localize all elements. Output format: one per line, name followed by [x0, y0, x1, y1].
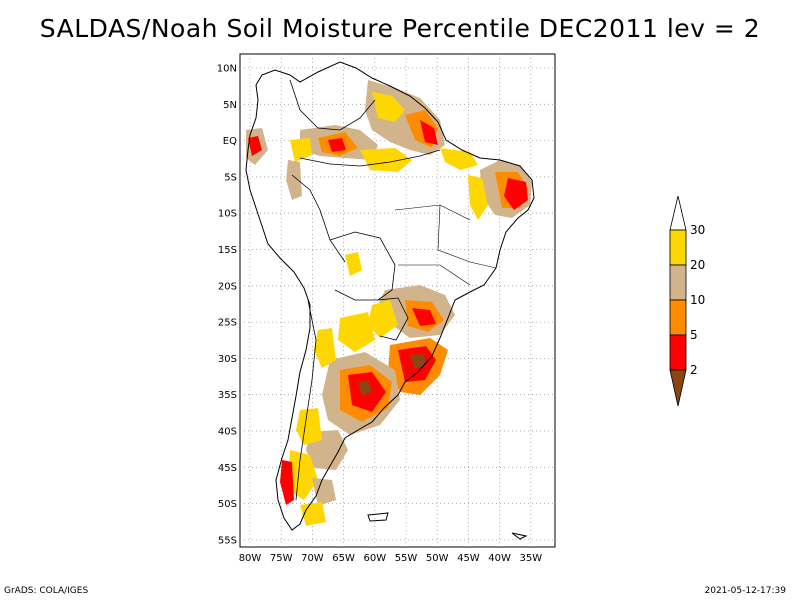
lat-tick-label: 45S [218, 463, 237, 474]
legend-swatch-10-20 [669, 264, 687, 301]
legend-label-2: 2 [690, 363, 698, 377]
shade-pampas-brown [358, 380, 372, 396]
legend-swatch-above-30 [669, 195, 687, 231]
border-venezuela-colombia [289, 79, 376, 131]
lat-tick-label: 30S [218, 354, 237, 365]
shade-amazon-yellow-2 [360, 148, 412, 172]
legend-label-5: 5 [690, 328, 698, 342]
shade-guianas-yellow [372, 92, 405, 122]
lon-tick-label: 75W [270, 553, 293, 564]
lat-tick-label: 35S [218, 390, 237, 401]
legend-label-10: 10 [690, 293, 705, 307]
legend-label-30: 30 [690, 223, 705, 237]
shade-chaco-yellow [338, 312, 375, 352]
lon-tick-label: 70W [301, 553, 324, 564]
south-america-outline [245, 61, 535, 531]
shade-chile-red [280, 460, 294, 505]
shade-patagonia-yellow-2 [288, 450, 318, 500]
border-paraguay [377, 297, 409, 341]
legend-swatch-below-2 [669, 369, 687, 407]
legend-label-20: 20 [690, 258, 705, 272]
shade-rs-brown [410, 354, 426, 368]
shade-south-yellow [300, 502, 326, 526]
island-falklands [367, 512, 389, 522]
lon-tick-label: 80W [239, 553, 262, 564]
footer-timestamp: 2021-05-12-17:39 [704, 586, 787, 596]
lat-tick-label: EQ [223, 136, 237, 147]
shade-coast-yellow [440, 148, 478, 170]
axis-ticks: 10N 5N EQ 5S 10S 15S 20S 25S 30S 35S 40S 45S 50S 55S8… [217, 64, 542, 565]
border-bolivia [329, 231, 396, 301]
lat-tick-label: 15S [218, 245, 237, 256]
island-south-georgia [511, 532, 528, 540]
shade-peru-spots [286, 160, 302, 200]
amazon-river [299, 149, 441, 167]
legend-swatch-20-30 [669, 229, 687, 266]
lon-tick-label: 35W [519, 553, 542, 564]
coastlines [245, 61, 535, 540]
shade-amazon-north-red [328, 138, 346, 152]
shade-central-yellow [345, 252, 362, 276]
border-brazil-internal [394, 204, 497, 286]
shade-southeast-yellow [368, 300, 398, 338]
lon-tick-label: 50W [426, 553, 449, 564]
legend-colorbar [669, 195, 687, 407]
lon-tick-label: 55W [395, 553, 418, 564]
lon-tick-label: 40W [488, 553, 511, 564]
shade-amazon-yellow [290, 138, 312, 162]
legend-swatch-2-5 [669, 334, 687, 371]
lat-tick-label: 5S [224, 172, 237, 183]
shade-patagonia-yellow [296, 408, 322, 445]
percentile-shading [246, 80, 532, 526]
lat-tick-label: 25S [218, 318, 237, 329]
shade-southeast-red [412, 308, 436, 326]
lat-tick-label: 40S [218, 427, 237, 438]
lon-tick-label: 45W [457, 553, 480, 564]
map-title: SALDAS/Noah Soil Moisture Percentile DEC… [39, 14, 761, 43]
lon-tick-label: 65W [332, 553, 355, 564]
lat-tick-label: 5N [223, 100, 237, 111]
lat-tick-label: 20S [218, 281, 237, 292]
footer-credit: GrADS: COLA/IGES [4, 586, 89, 596]
shade-andes-yellow [314, 328, 336, 368]
lat-tick-label: 50S [218, 499, 237, 510]
shade-patagonia-tan-2 [312, 478, 336, 506]
lon-tick-label: 60W [363, 553, 386, 564]
border-argentina-chile [295, 299, 317, 501]
legend-swatch-5-10 [669, 299, 687, 336]
lat-tick-label: 10N [217, 64, 237, 75]
border-peru-brazil [291, 174, 346, 263]
lat-tick-label: 10S [218, 209, 237, 220]
shade-northeast-yellow [468, 175, 488, 220]
shade-northeast-red [504, 178, 528, 210]
shade-ecuador-red [248, 136, 262, 156]
lat-tick-label: 55S [218, 535, 237, 546]
shade-guianas-red [420, 120, 438, 145]
